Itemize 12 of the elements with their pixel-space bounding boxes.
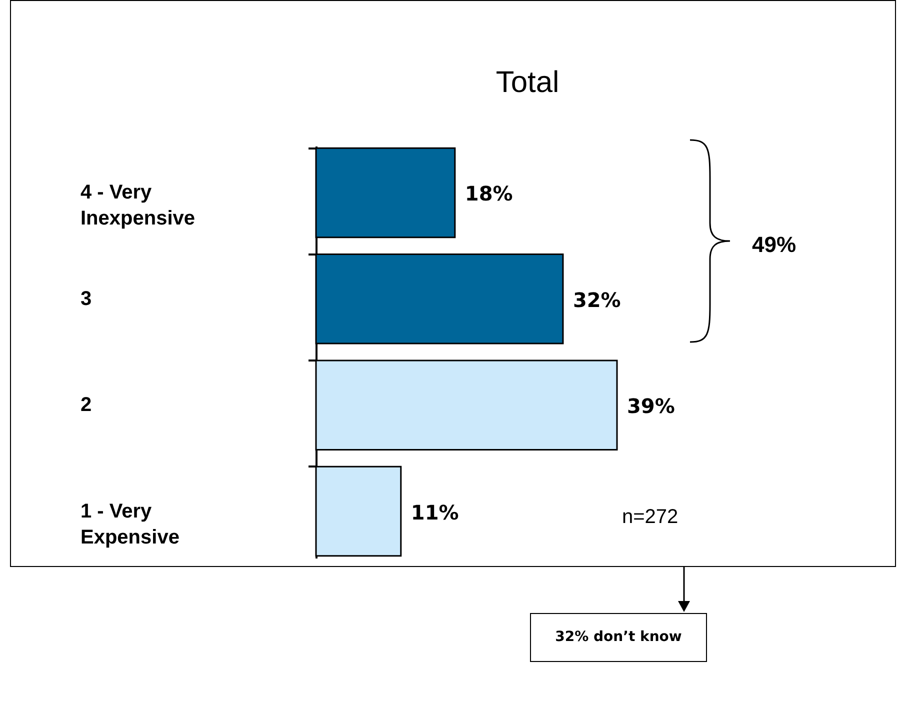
data-label: 11% (410, 500, 459, 524)
y-tick-label: 1 - Very Expensive (80, 500, 180, 548)
y-tick-label: 4 - Very Inexpensive (80, 182, 196, 230)
data-label: 39% (627, 394, 675, 418)
chart-title: Total (496, 66, 560, 99)
data-label: 18% (464, 182, 513, 206)
y-tick-label: 3 (80, 288, 92, 310)
text: 32% don’t know (530, 613, 707, 662)
text: n=272 (622, 506, 678, 529)
data-label: 32% (572, 288, 621, 312)
y-tick-label: 2 (80, 394, 92, 416)
text: 49% (752, 232, 796, 258)
